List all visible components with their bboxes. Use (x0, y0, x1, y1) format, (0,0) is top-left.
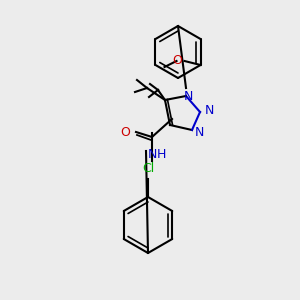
Text: Cl: Cl (142, 162, 154, 175)
Text: N: N (183, 90, 193, 103)
Text: N: N (205, 103, 214, 116)
Text: N: N (195, 127, 204, 140)
Text: H: H (156, 148, 166, 161)
Text: O: O (120, 125, 130, 139)
Text: N: N (147, 148, 157, 161)
Text: O: O (172, 55, 182, 68)
